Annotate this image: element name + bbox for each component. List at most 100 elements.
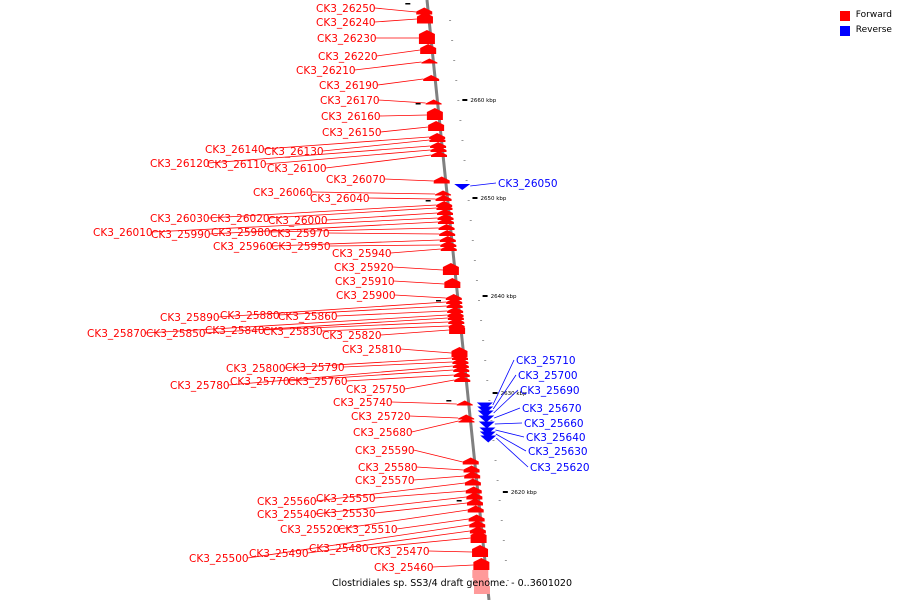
gene-label-forward[interactable]: CK3_26130 [264,146,324,158]
gene-arrow-forward[interactable] [467,505,484,513]
gene-label-forward[interactable]: CK3_25770 [230,376,290,388]
gene-arrow-forward[interactable] [451,347,468,357]
gene-label-forward[interactable]: CK3_25520 [280,524,340,536]
gene-arrow-forward[interactable] [469,520,486,528]
gene-arrow-forward[interactable] [465,486,482,494]
gene-label-forward[interactable]: CK3_25740 [333,397,393,409]
gene-label-forward[interactable]: CK3_25880 [220,310,280,322]
gene-arrow-forward[interactable] [421,58,438,64]
gene-arrow-forward[interactable] [440,245,457,251]
gene-arrow-forward[interactable] [469,526,486,534]
gene-label-forward[interactable]: CK3_25810 [342,344,402,356]
gene-label-forward[interactable]: CK3_26240 [316,17,376,29]
gene-label-forward[interactable]: CK3_26140 [205,144,265,156]
gene-arrow-forward[interactable] [430,146,447,152]
gene-label-reverse[interactable]: CK3_25660 [524,418,584,430]
gene-label-forward[interactable]: CK3_26040 [310,193,370,205]
gene-label-forward[interactable]: CK3_25680 [353,427,413,439]
gene-arrow-forward[interactable] [473,558,490,570]
gene-arrow-forward[interactable] [446,302,463,308]
gene-arrow-forward[interactable] [416,12,433,24]
gene-arrow-forward[interactable] [452,362,469,368]
gene-arrow-forward[interactable] [447,311,464,317]
gene-label-forward[interactable]: CK3_25860 [278,311,338,323]
gene-arrow-forward[interactable] [423,75,440,81]
gene-label-forward[interactable]: CK3_25920 [334,262,394,274]
gene-label-forward[interactable]: CK3_26230 [317,33,377,45]
gene-arrow-reverse[interactable] [477,406,494,414]
gene-label-forward[interactable]: CK3_25790 [285,362,345,374]
gene-label-forward[interactable]: CK3_25830 [263,326,323,338]
gene-arrow-forward[interactable] [462,457,479,465]
gene-label-forward[interactable]: CK3_25590 [355,445,415,457]
gene-label-forward[interactable]: CK3_25550 [316,493,376,505]
gene-arrow-forward[interactable] [433,176,450,184]
gene-arrow-forward[interactable] [464,471,481,479]
gene-label-forward[interactable]: CK3_25460 [374,562,434,574]
gene-label-forward[interactable]: CK3_25840 [205,325,265,337]
gene-arrow-reverse[interactable] [476,402,493,410]
gene-label-forward[interactable]: CK3_25500 [189,553,249,565]
gene-arrow-forward[interactable] [458,414,475,420]
gene-label-forward[interactable]: CK3_25980 [211,227,271,239]
gene-arrow-forward[interactable] [418,30,435,44]
gene-label-forward[interactable]: CK3_26160 [321,111,381,123]
gene-label-reverse[interactable]: CK3_25700 [518,370,578,382]
gene-label-forward[interactable]: CK3_25580 [358,462,418,474]
gene-label-forward[interactable]: CK3_25750 [346,384,406,396]
gene-label-forward[interactable]: CK3_25900 [336,290,396,302]
gene-label-forward[interactable]: CK3_25480 [309,543,369,555]
gene-arrow-forward[interactable] [451,354,468,360]
gene-label-reverse[interactable]: CK3_25630 [528,446,588,458]
gene-label-forward[interactable]: CK3_25490 [249,548,309,560]
gene-arrow-reverse[interactable] [480,435,497,443]
gene-label-forward[interactable]: CK3_25570 [355,475,415,487]
gene-label-forward[interactable]: CK3_26070 [326,174,386,186]
gene-arrow-forward[interactable] [436,204,453,210]
gene-label-reverse[interactable]: CK3_26050 [498,178,558,190]
gene-label-reverse[interactable]: CK3_25710 [516,355,576,367]
gene-arrow-forward[interactable] [439,230,456,236]
gene-label-forward[interactable]: CK3_25970 [270,228,330,240]
gene-label-forward[interactable]: CK3_26120 [150,158,210,170]
gene-label-forward[interactable]: CK3_25780 [170,380,230,392]
gene-arrow-forward[interactable] [438,224,455,230]
gene-arrow-forward[interactable] [440,241,457,247]
gene-arrow-forward[interactable] [446,298,463,304]
gene-arrow-reverse[interactable] [478,421,495,429]
gene-arrow-forward[interactable] [426,108,443,120]
gene-label-reverse[interactable]: CK3_25640 [526,432,586,444]
gene-arrow-forward[interactable] [458,417,475,423]
gene-arrow-reverse[interactable] [478,415,495,423]
gene-label-forward[interactable]: CK3_25990 [151,229,211,241]
gene-arrow-forward[interactable] [453,371,470,377]
gene-label-forward[interactable]: CK3_25820 [322,330,382,342]
gene-arrow-forward[interactable] [437,218,454,224]
gene-label-forward[interactable]: CK3_26010 [93,227,153,239]
gene-label-forward[interactable]: CK3_25870 [87,328,147,340]
gene-arrow-forward[interactable] [437,214,454,220]
gene-arrow-reverse[interactable] [454,184,471,190]
gene-arrow-forward[interactable] [425,99,442,105]
gene-label-forward[interactable]: CK3_25950 [271,241,331,253]
gene-label-forward[interactable]: CK3_25560 [257,496,317,508]
gene-arrow-forward[interactable] [452,358,469,364]
gene-label-forward[interactable]: CK3_26060 [253,187,313,199]
gene-arrow-forward[interactable] [463,465,480,473]
gene-arrow-forward[interactable] [447,307,464,313]
gene-arrow-forward[interactable] [454,376,471,382]
gene-label-forward[interactable]: CK3_25510 [338,524,398,536]
gene-label-forward[interactable]: CK3_26210 [296,65,356,77]
gene-label-forward[interactable]: CK3_26250 [316,3,376,15]
gene-label-forward[interactable]: CK3_26100 [267,163,327,175]
gene-arrow-forward[interactable] [437,209,454,215]
gene-arrow-forward[interactable] [445,294,462,300]
gene-arrow-forward[interactable] [428,121,445,131]
gene-label-forward[interactable]: CK3_25470 [370,546,430,558]
gene-label-forward[interactable]: CK3_25910 [335,276,395,288]
gene-arrow-forward[interactable] [442,263,459,275]
gene-label-forward[interactable]: CK3_26220 [318,51,378,63]
gene-arrow-forward[interactable] [466,498,483,506]
gene-label-forward[interactable]: CK3_25720 [351,411,411,423]
